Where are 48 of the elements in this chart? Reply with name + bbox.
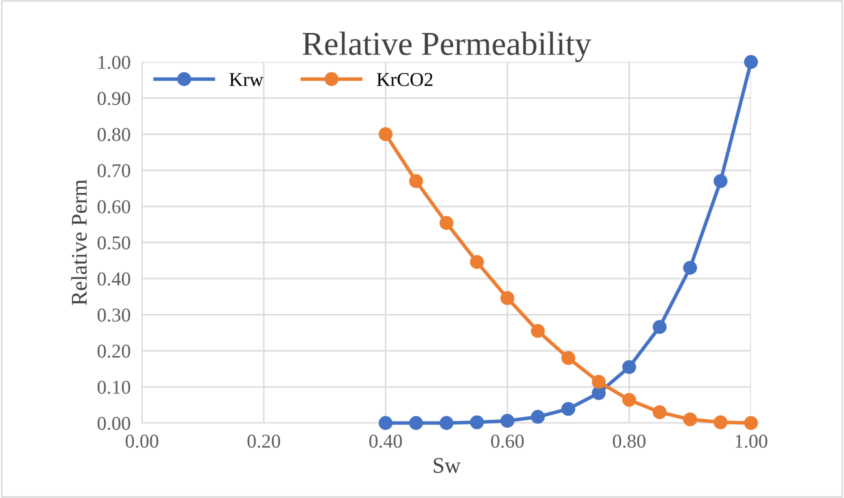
- point: [409, 174, 423, 188]
- x-tick-label: 1.00: [736, 434, 768, 448]
- point: [561, 351, 576, 365]
- x-tick-label: 0.40: [369, 434, 402, 448]
- point: [683, 412, 698, 426]
- point: [530, 410, 545, 424]
- point: [530, 324, 545, 338]
- legend-label: Krw: [229, 73, 264, 86]
- y-tick-label: 0.70: [98, 164, 130, 178]
- y-axis-title: Relative Perm: [71, 180, 87, 306]
- point: [561, 402, 576, 416]
- point: [652, 405, 667, 420]
- y-tick-label: 0.80: [98, 128, 130, 142]
- point: [378, 416, 393, 430]
- point: [592, 374, 606, 389]
- y-tick-label: 0.20: [98, 344, 130, 358]
- y-tick-label: 0.60: [98, 200, 130, 214]
- y-tick-label: 1.00: [98, 56, 130, 70]
- point: [409, 416, 423, 430]
- point: [622, 360, 636, 374]
- point: [592, 386, 606, 400]
- point: [714, 415, 728, 430]
- y-tick-label: 0.40: [98, 272, 130, 286]
- point: [440, 416, 454, 430]
- y-tick-label: 0.10: [98, 380, 130, 394]
- point: [440, 216, 454, 230]
- point: [744, 416, 758, 430]
- x-axis-title: Sw: [434, 458, 461, 473]
- point: [683, 260, 698, 275]
- point: [378, 127, 393, 142]
- point: [622, 392, 636, 407]
- point: [744, 55, 758, 69]
- x-tick-label: 0.60: [491, 434, 524, 448]
- point: [470, 255, 484, 269]
- x-tick-label: 0.00: [126, 434, 158, 448]
- y-tick-label: 0.00: [98, 416, 130, 430]
- y-tick-label: 0.50: [98, 236, 130, 250]
- chart-title: Relative Permeability: [302, 32, 592, 62]
- x-tick-label: 0.80: [612, 434, 646, 448]
- y-tick-label: 0.90: [98, 92, 130, 106]
- point: [500, 414, 514, 428]
- legend-label: KrCO2: [376, 73, 432, 86]
- y-tick-label: 0.30: [98, 308, 130, 322]
- point: [500, 291, 514, 306]
- point: [714, 174, 728, 188]
- x-tick-label: 0.20: [248, 434, 280, 448]
- point: [652, 320, 667, 334]
- point: [470, 415, 484, 430]
